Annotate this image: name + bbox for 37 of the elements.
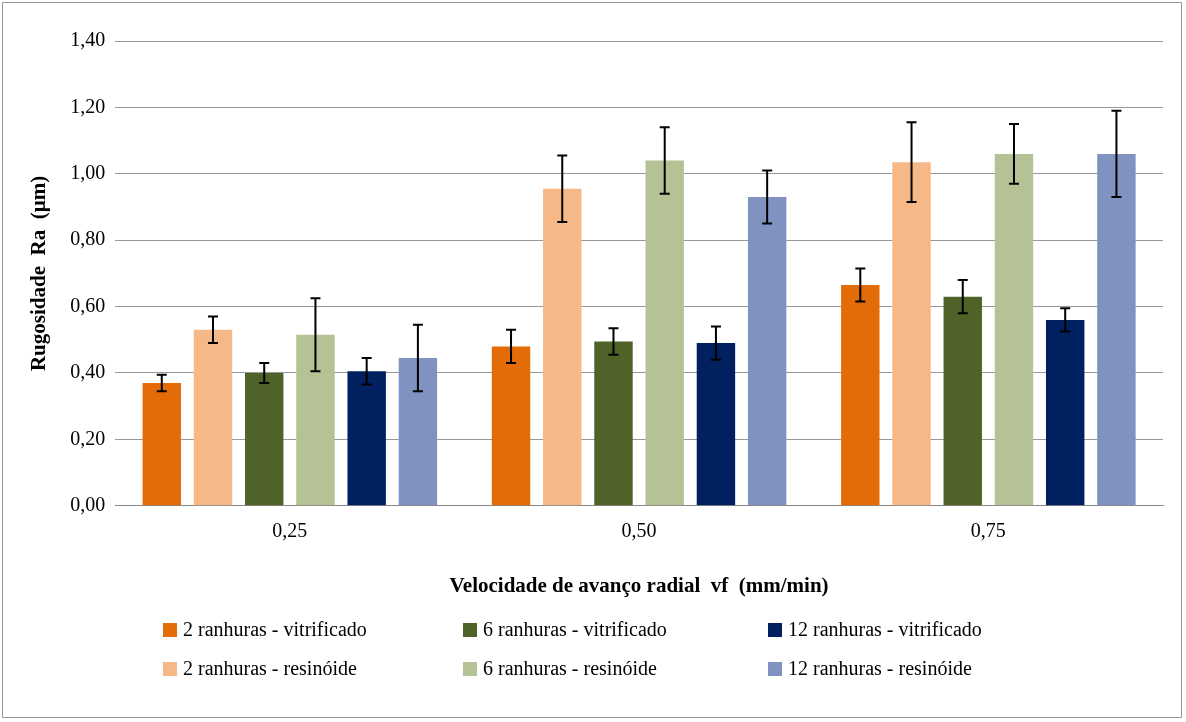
bar bbox=[398, 358, 438, 506]
bar bbox=[1046, 319, 1085, 506]
bar bbox=[943, 296, 982, 506]
bar bbox=[543, 188, 582, 506]
bar bbox=[696, 343, 736, 506]
y-tick-label: 0,20 bbox=[70, 426, 106, 449]
legend-label: 2 ranhuras - resinóide bbox=[183, 657, 357, 680]
bar bbox=[193, 329, 233, 506]
y-tick-label: 0,80 bbox=[70, 227, 106, 250]
bar bbox=[347, 371, 386, 506]
x-tick-label: 0,50 bbox=[621, 519, 657, 542]
bar bbox=[994, 153, 1034, 506]
y-tick-label: 1,20 bbox=[70, 94, 106, 117]
y-tick-label: 0,40 bbox=[70, 360, 106, 383]
y-tick-label: 1,40 bbox=[70, 28, 106, 51]
y-axis-title: Rugosidade Ra (µm) bbox=[26, 175, 51, 372]
bar bbox=[296, 334, 335, 506]
legend-label: 12 ranhuras - resinóide bbox=[788, 657, 972, 680]
x-axis-title: Velocidade de avanço radial vf (mm/min) bbox=[449, 572, 829, 597]
legend-label: 6 ranhuras - resinóide bbox=[483, 657, 657, 680]
bar bbox=[142, 382, 181, 506]
legend-label: 6 ranhuras - vitrificado bbox=[483, 618, 667, 641]
y-tick-label: 1,00 bbox=[70, 161, 106, 184]
bar bbox=[1097, 153, 1136, 506]
legend-label: 2 ranhuras - vitrificado bbox=[183, 618, 367, 641]
bar bbox=[491, 346, 531, 506]
x-tick-label: 0,25 bbox=[272, 519, 308, 542]
x-tick-label: 0,75 bbox=[970, 519, 1006, 542]
bar bbox=[747, 197, 787, 506]
bar bbox=[245, 373, 284, 506]
bar bbox=[892, 162, 931, 506]
bar bbox=[645, 160, 684, 506]
bar bbox=[594, 341, 633, 506]
bar bbox=[841, 285, 880, 506]
legend-label: 12 ranhuras - vitrificado bbox=[788, 618, 982, 641]
y-tick-label: 0,60 bbox=[70, 293, 106, 316]
y-tick-label: 0,00 bbox=[70, 493, 106, 516]
